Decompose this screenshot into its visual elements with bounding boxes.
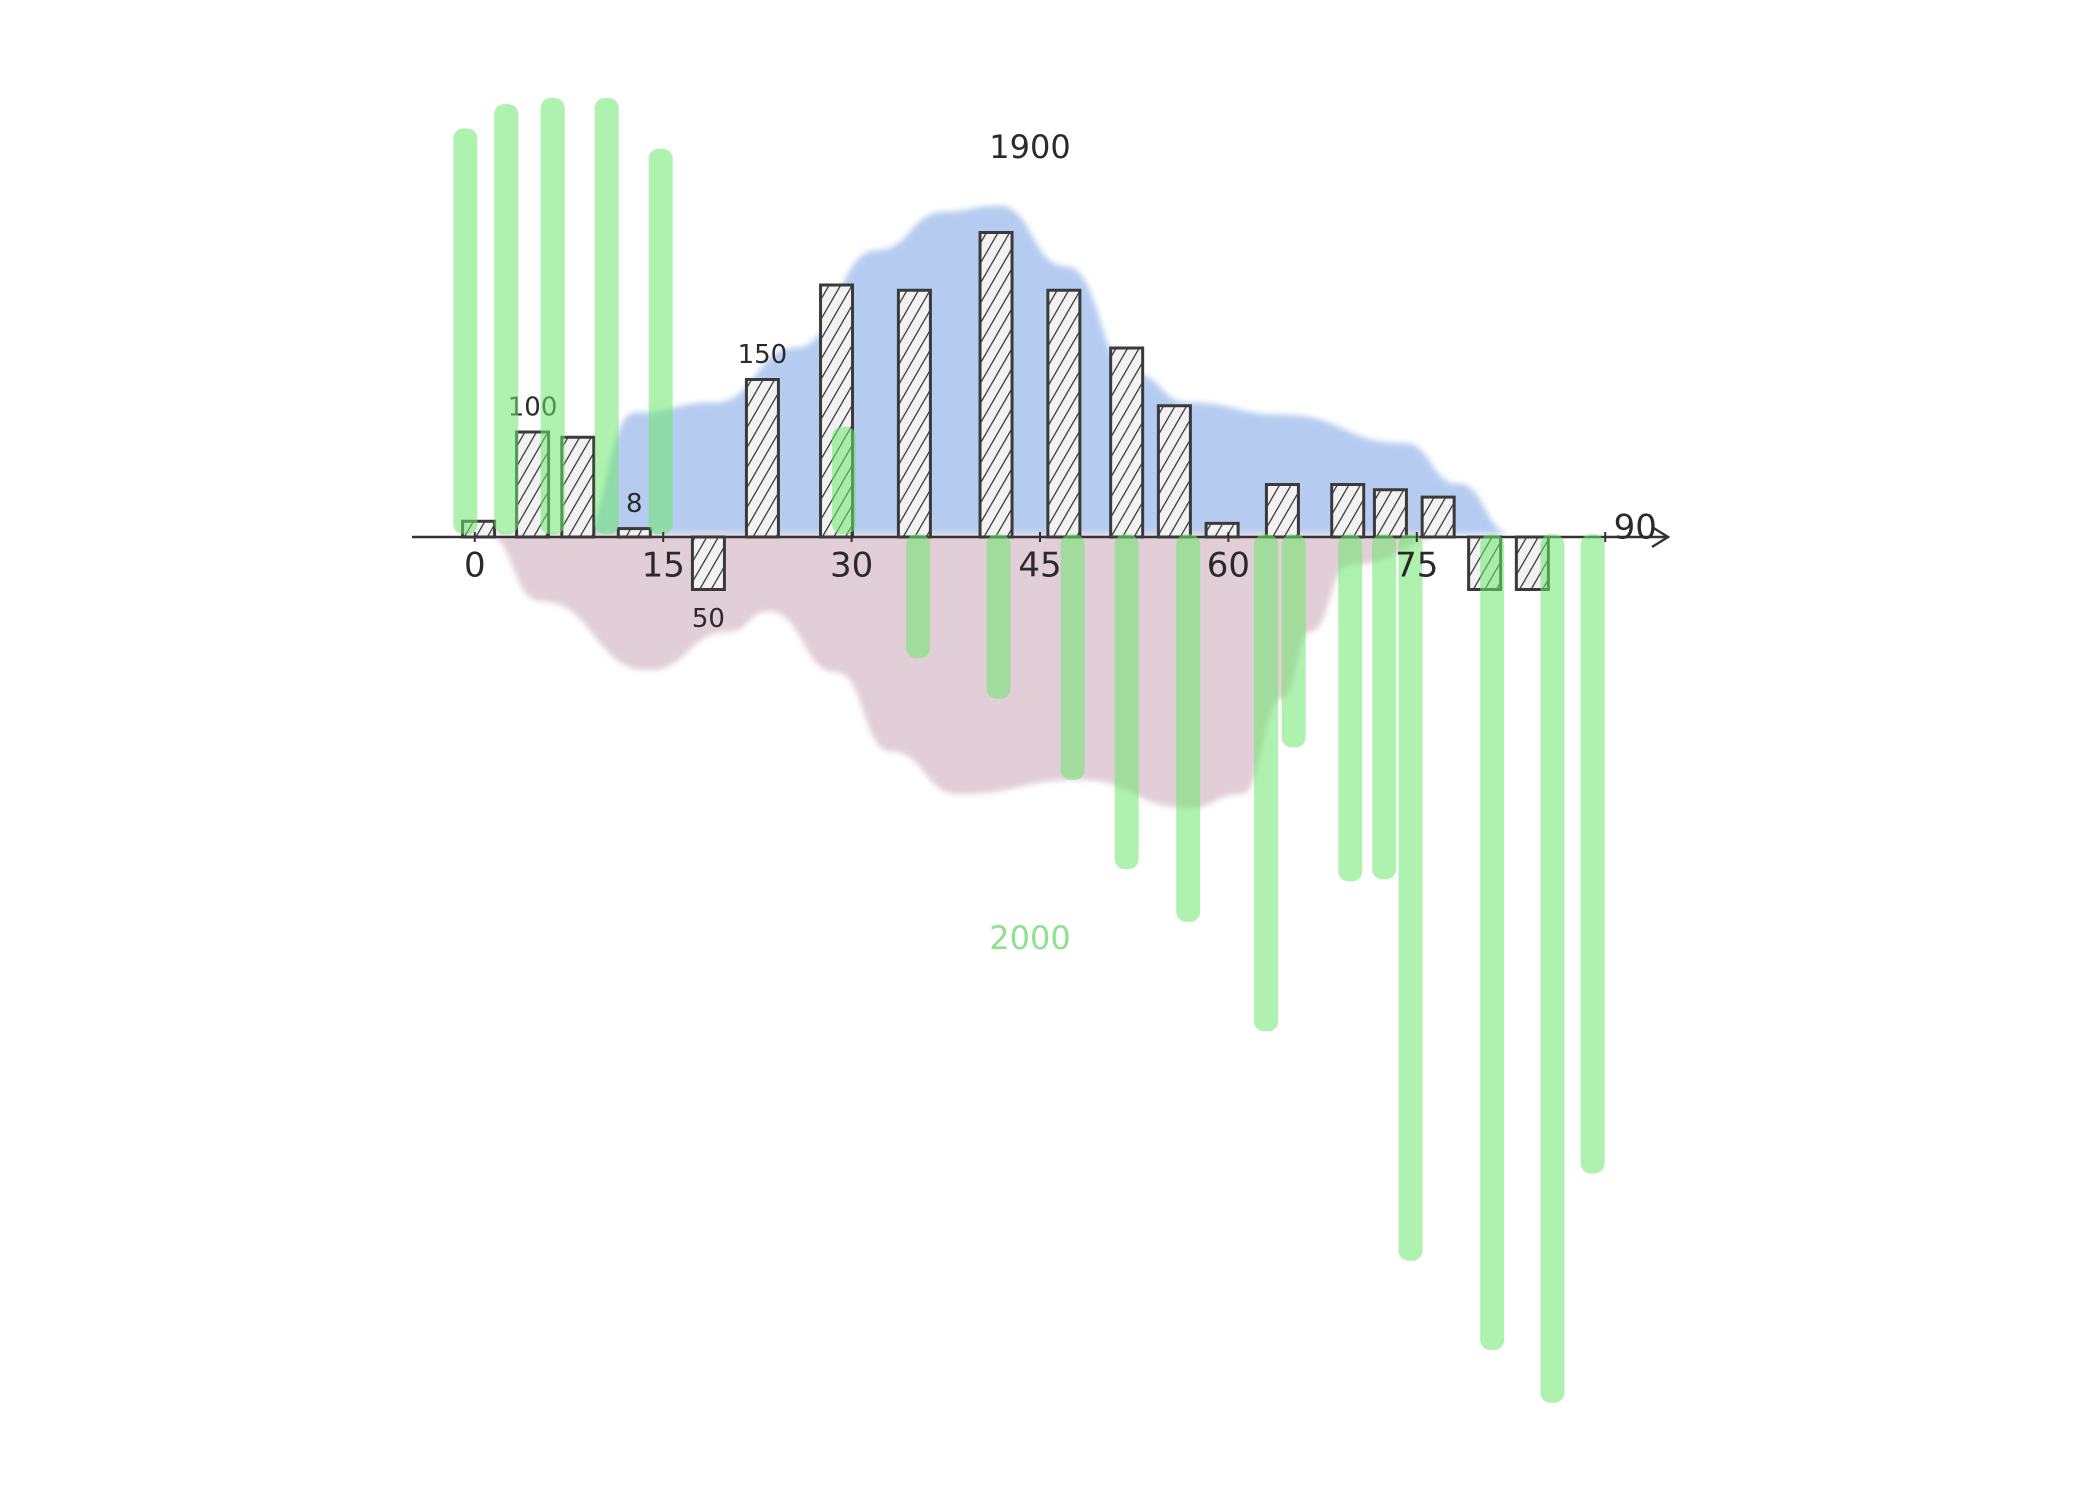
bar xyxy=(906,534,931,659)
area xyxy=(486,534,1459,809)
x-tick-label: 60 xyxy=(1207,546,1250,586)
bar xyxy=(690,535,726,591)
bar xyxy=(1580,534,1605,1174)
bar xyxy=(1204,521,1240,539)
bar xyxy=(744,378,780,539)
bar xyxy=(1109,346,1145,539)
x-tick-label: 90 xyxy=(1614,508,1657,548)
bar xyxy=(1420,495,1456,539)
bar xyxy=(540,98,565,535)
bar xyxy=(1114,534,1139,870)
bar xyxy=(616,527,652,539)
bar xyxy=(1254,534,1279,1032)
bar xyxy=(896,288,932,539)
bar xyxy=(1398,534,1423,1261)
data-label: 8 xyxy=(626,489,643,519)
bar xyxy=(453,128,478,535)
x-tick-label: 30 xyxy=(830,546,873,586)
x-tick-label: 45 xyxy=(1018,546,1061,586)
bar xyxy=(1281,534,1306,748)
x-tick-label: 75 xyxy=(1395,546,1438,586)
bar xyxy=(594,98,619,535)
y2-tick-label: 1900 xyxy=(989,128,1070,166)
area xyxy=(580,205,1513,535)
data-label: 150 xyxy=(738,340,788,370)
data-label: 50 xyxy=(692,604,725,634)
y2-tick-label: 2000 xyxy=(989,919,1070,957)
bar xyxy=(494,104,519,535)
bar xyxy=(648,148,673,535)
bar xyxy=(1540,534,1565,1403)
bar xyxy=(1176,534,1201,922)
bar xyxy=(1338,534,1363,882)
bar xyxy=(560,435,596,539)
bar xyxy=(1372,534,1397,880)
x-tick-label: 0 xyxy=(464,546,486,586)
bar xyxy=(1156,404,1192,539)
bar xyxy=(1480,534,1505,1351)
bar xyxy=(978,231,1014,539)
axis-arrow xyxy=(1651,525,1671,549)
bar xyxy=(1372,488,1408,539)
bar xyxy=(1264,483,1300,539)
bar xyxy=(832,426,857,535)
bar xyxy=(1060,534,1085,780)
bar xyxy=(1330,483,1366,539)
bar xyxy=(986,534,1011,699)
bar xyxy=(1046,288,1082,539)
x-tick-label: 15 xyxy=(642,546,685,586)
